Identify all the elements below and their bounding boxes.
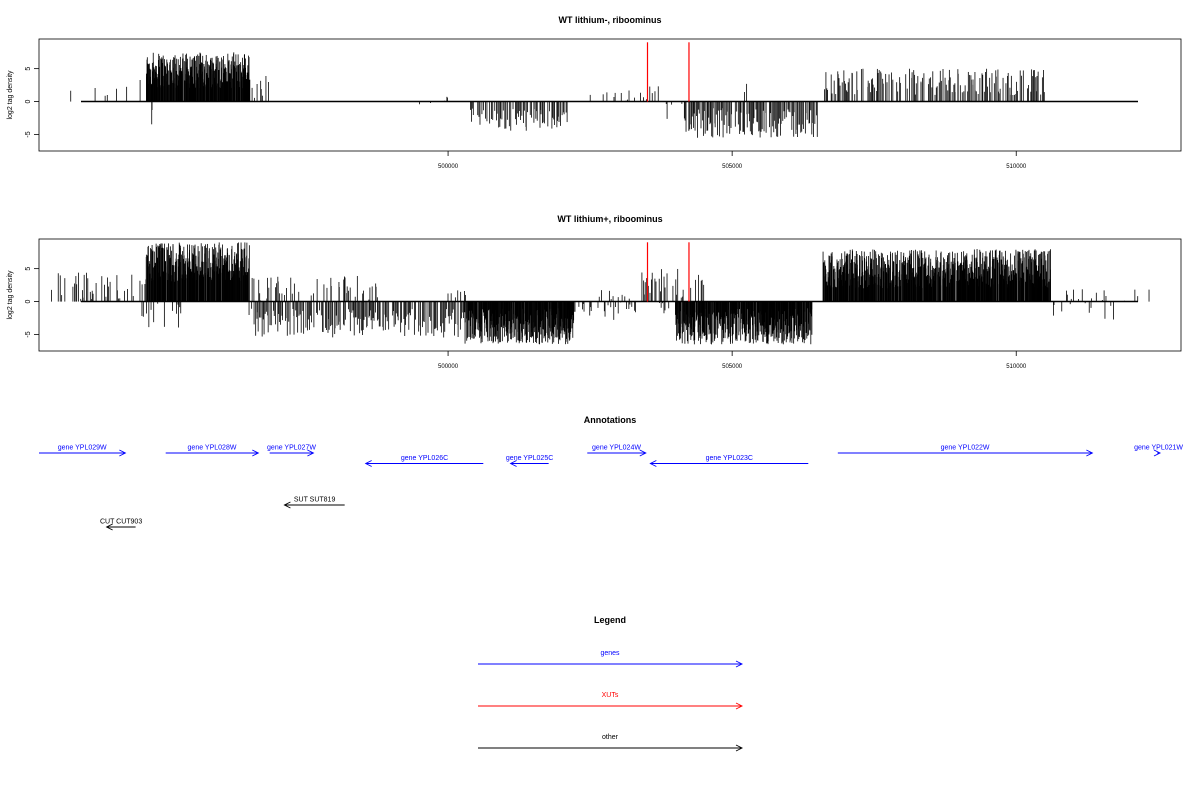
panel-2-x-axis: 500000 505000 510000 xyxy=(438,351,1027,370)
panel-lithium-plus: WT lithium+, riboominus -5 0 5 500000 50500… xyxy=(7,214,1182,370)
panel-2-y-label: log2 tag density xyxy=(7,270,14,320)
annotation-feature: CUT CUT903 xyxy=(100,519,142,531)
x-tick-label: 500000 xyxy=(438,164,459,170)
legend-item: XUTs xyxy=(478,692,744,710)
feature-arrow-head xyxy=(364,460,372,467)
feature-arrow-head xyxy=(649,460,657,467)
panel-2-title: WT lithium+, riboominus xyxy=(557,214,662,224)
legend-items: genes XUTs other xyxy=(478,650,744,752)
feature-label: gene YPL024W xyxy=(592,445,641,452)
panel-1-y-label: log2 tag density xyxy=(7,70,14,120)
feature-arrow-head xyxy=(283,501,291,509)
annotation-feature: gene YPL024W xyxy=(587,445,647,457)
y-tick-label: -5 xyxy=(25,131,32,137)
legend-label: genes xyxy=(600,650,620,657)
feature-label: gene YPL026C xyxy=(401,455,448,462)
annotation-feature: gene YPL027W xyxy=(267,445,316,457)
feature-label: gene YPL023C xyxy=(706,455,753,462)
y-tick-label: 5 xyxy=(25,267,32,271)
panel-1-xut-markers xyxy=(646,42,690,102)
annotations-track: Annotations gene YPL029W gene YPL028W gene… xyxy=(39,415,1183,531)
x-tick-label: 510000 xyxy=(1006,164,1027,170)
feature-arrow-head xyxy=(105,523,113,531)
feature-arrow-head xyxy=(307,449,315,457)
feature-label: gene YPL025C xyxy=(506,455,553,462)
panel-lithium-minus: WT lithium-, riboominus -5 0 5 500000 50500… xyxy=(7,15,1182,170)
annotation-feature: gene YPL029W xyxy=(39,445,127,457)
feature-label: gene YPL028W xyxy=(188,445,237,452)
feature-arrow-head xyxy=(119,449,127,457)
panel-1-plot-frame xyxy=(38,38,1182,152)
feature-arrow-head xyxy=(509,460,517,467)
y-tick-label: 5 xyxy=(25,67,32,71)
feature-label: CUT CUT903 xyxy=(100,519,142,526)
feature-label: gene YPL021W xyxy=(1134,445,1183,452)
x-tick-label: 510000 xyxy=(1006,364,1027,370)
legend-label: XUTs xyxy=(602,692,619,699)
legend-arrow-head xyxy=(735,660,744,668)
feature-arrow-head xyxy=(1153,449,1162,457)
y-tick-label: -5 xyxy=(25,331,32,337)
annotation-feature: gene YPL021W xyxy=(1134,445,1183,457)
feature-arrow-head xyxy=(1086,449,1094,457)
annotation-feature: gene YPL026C xyxy=(364,455,484,467)
annotation-feature: gene YPL022W xyxy=(837,445,1094,457)
legend-label: other xyxy=(602,734,619,741)
feature-label: gene YPL027W xyxy=(267,445,316,452)
feature-label: SUT SUT819 xyxy=(294,497,336,504)
feature-label: gene YPL029W xyxy=(58,445,107,452)
legend-item: genes xyxy=(478,650,744,668)
x-tick-label: 505000 xyxy=(722,364,743,370)
feature-arrow-head xyxy=(252,449,260,457)
feature-arrow-head xyxy=(639,449,647,457)
panel-2-plot-frame xyxy=(38,238,1182,352)
annotation-feature: gene YPL023C xyxy=(649,455,809,467)
panel-2-bars xyxy=(51,242,1150,345)
legend-title: Legend xyxy=(594,615,626,625)
annotations-title: Annotations xyxy=(584,415,637,425)
annotation-feature: gene YPL025C xyxy=(506,455,553,467)
y-tick-label: 0 xyxy=(25,100,32,104)
x-tick-label: 500000 xyxy=(438,364,459,370)
annotation-features: gene YPL029W gene YPL028W gene YPL027W gene… xyxy=(39,445,1183,531)
y-tick-label: 0 xyxy=(25,300,32,304)
panel-2-xut-markers xyxy=(646,242,690,302)
panel-1-title: WT lithium-, riboominus xyxy=(559,15,662,25)
x-tick-label: 505000 xyxy=(722,164,743,170)
panel-1-bars xyxy=(70,52,1045,138)
annotation-feature: SUT SUT819 xyxy=(283,497,345,509)
legend-item: other xyxy=(478,734,744,752)
legend-arrow-head xyxy=(735,744,744,752)
annotation-feature: gene YPL028W xyxy=(165,445,260,457)
panel-1-x-axis: 500000 505000 510000 xyxy=(438,151,1027,170)
legend-arrow-head xyxy=(735,702,744,710)
panel-2-y-axis: -5 0 5 xyxy=(25,267,39,338)
panel-1-y-axis: -5 0 5 xyxy=(25,67,39,138)
legend: Legend genes XUTs other xyxy=(478,615,744,752)
feature-label: gene YPL022W xyxy=(941,445,990,452)
